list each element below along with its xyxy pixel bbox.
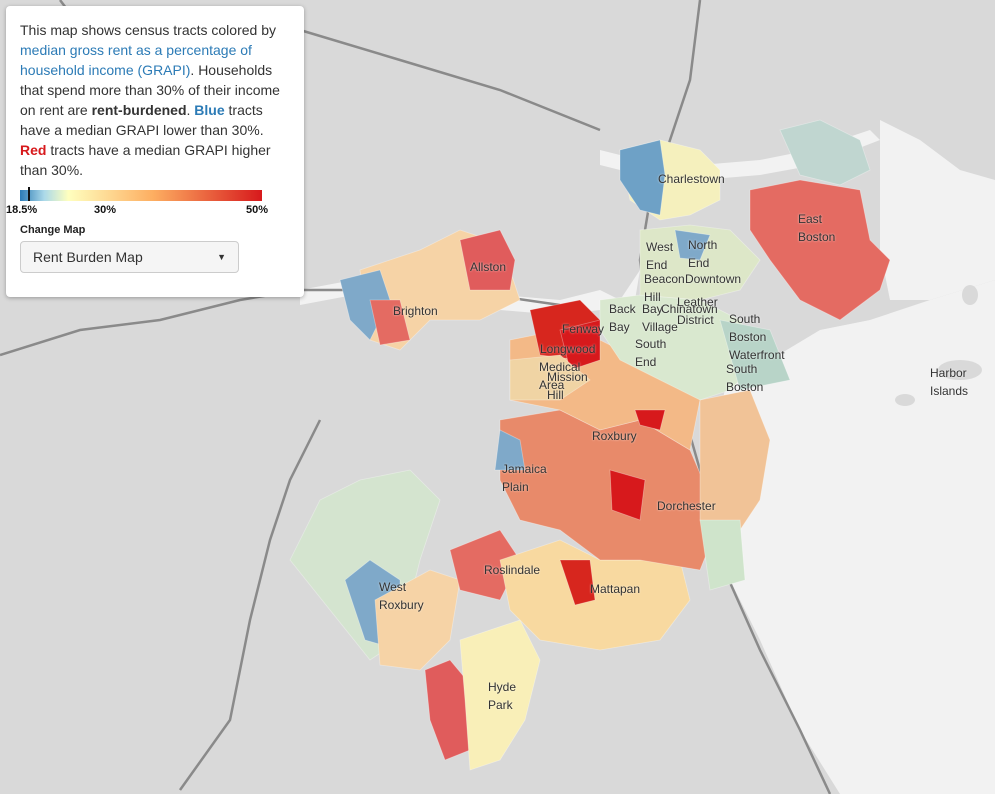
neighborhood-label-back-bay: Back Bay [609, 300, 636, 336]
neighborhood-label-line: Boston [726, 380, 764, 394]
neighborhood-label-line: Back [609, 302, 636, 316]
change-map-label: Change Map [20, 224, 86, 236]
neighborhood-label-line: Leather [677, 295, 718, 309]
neighborhood-label-line: Boston [798, 230, 836, 244]
neighborhood-label-line: West [646, 240, 674, 254]
neighborhood-label-line: Hill [547, 388, 564, 402]
neighborhood-label-longwood: Longwood [540, 340, 595, 358]
info-panel: This map shows census tracts colored by … [6, 6, 304, 297]
neighborhood-label-line: West [379, 580, 407, 594]
neighborhood-label-harbor-islands: Harbor Islands [930, 364, 968, 400]
neighborhood-label-line: Mission [547, 370, 588, 384]
neighborhood-label-south-boston-waterfront: South Boston Waterfront [729, 310, 785, 364]
neighborhood-label-medical-area: Medical Area [539, 358, 580, 394]
legend-marker [28, 187, 30, 201]
neighborhood-label-line: End [646, 258, 668, 272]
neighborhood-label-line: Waterfront [729, 348, 785, 362]
neighborhood-label-line: Medical [539, 360, 581, 374]
description: This map shows census tracts colored by … [20, 22, 280, 178]
neighborhood-label-line: Bay [609, 320, 630, 334]
grapi-link[interactable]: median gross rent as a percentage of hou… [20, 42, 252, 78]
map-select[interactable]: Rent Burden Map ▼ [20, 241, 239, 273]
legend-gradient [20, 190, 262, 201]
blue-term: Blue [194, 102, 225, 118]
neighborhood-label-line: End [635, 355, 657, 369]
neighborhood-label-line: Brighton [393, 304, 438, 318]
neighborhood-label-roxbury: Roxbury [592, 427, 637, 445]
neighborhood-label-mattapan: Mattapan [590, 580, 640, 598]
neighborhood-label-line: Roxbury [592, 429, 637, 443]
neighborhood-label-line: Hill [644, 290, 661, 304]
description-red-sentence: tracts have a median GRAPI higher than 3… [20, 142, 271, 178]
neighborhood-label-fenway: Fenway [562, 320, 604, 338]
neighborhood-label-south-boston: South Boston [726, 360, 763, 396]
description-blue-sentence: tracts have a median GRAPI lower than 30… [20, 102, 264, 138]
neighborhood-label-line: Charlestown [658, 172, 725, 186]
neighborhood-label-line: Allston [470, 260, 507, 274]
neighborhood-label-line: South [729, 312, 761, 326]
neighborhood-label-brighton: Brighton [393, 302, 438, 320]
neighborhood-label-hyde-park: Hyde Park [488, 678, 516, 714]
neighborhood-label-line: Roslindale [484, 563, 541, 577]
neighborhood-label-jamaica-plain: Jamaica Plain [502, 460, 547, 496]
neighborhood-label-north-end: North End [688, 236, 717, 272]
neighborhood-label-line: Dorchester [657, 499, 716, 513]
neighborhood-label-line: Area [539, 378, 565, 392]
neighborhood-label-line: End [688, 256, 710, 270]
neighborhood-label-line: Jamaica [502, 462, 547, 476]
neighborhood-label-line: Boston [729, 330, 767, 344]
neighborhood-label-line: Mattapan [590, 582, 641, 596]
neighborhood-label-east-boston: East Boston [798, 210, 835, 246]
neighborhood-label-west-roxbury: West Roxbury [379, 578, 424, 614]
neighborhood-label-line: East [798, 212, 823, 226]
neighborhood-label-line: South [726, 362, 758, 376]
neighborhood-label-line: Islands [930, 384, 969, 398]
map-select-value: Rent Burden Map [33, 249, 143, 265]
neighborhood-label-line: Hyde [488, 680, 517, 694]
rent-burdened-term: rent-burdened [91, 102, 187, 118]
color-legend: 18.5% 30% 50% [6, 187, 268, 216]
neighborhood-label-charlestown: Charlestown [658, 170, 725, 188]
legend-min-label: 18.5% [6, 204, 38, 216]
neighborhood-label-line: Village [642, 320, 678, 334]
neighborhood-label-line: South [635, 337, 667, 351]
neighborhood-label-west-end: West End [646, 238, 673, 274]
neighborhood-label-south-end: South End [635, 335, 666, 371]
legend-max-label: 50% [246, 204, 269, 216]
neighborhood-label-mission-hill: Mission Hill [547, 368, 588, 404]
neighborhood-label-roslindale: Roslindale [484, 561, 540, 579]
neighborhood-label-line: Park [488, 698, 513, 712]
description-intro: This map shows census tracts colored by [20, 22, 276, 38]
neighborhood-label-line: Beacon [644, 272, 685, 286]
neighborhood-label-leather-district: Leather District [677, 293, 718, 329]
neighborhood-label-bay-village: Bay Village [642, 300, 678, 336]
neighborhood-label-line: District [677, 313, 714, 327]
neighborhood-label-line: Plain [502, 480, 529, 494]
neighborhood-label-line: North [688, 238, 718, 252]
neighborhood-label-line: Harbor [930, 366, 967, 380]
chevron-down-icon: ▼ [217, 252, 226, 262]
neighborhood-label-downtown: Downtown [685, 270, 741, 288]
neighborhood-label-dorchester: Dorchester [657, 497, 716, 515]
red-term: Red [20, 142, 47, 158]
neighborhood-label-line: Longwood [540, 342, 596, 356]
legend-mid-label: 30% [94, 204, 117, 216]
neighborhood-label-line: Downtown [685, 272, 742, 286]
neighborhood-label-chinatown: Chinatown [661, 300, 718, 318]
neighborhood-label-allston: Allston [470, 258, 506, 276]
neighborhood-label-line: Roxbury [379, 598, 424, 612]
neighborhood-label-line: Bay [642, 302, 663, 316]
neighborhood-label-line: Chinatown [661, 302, 718, 316]
description-sentence: . Households that spend more than 30% of… [20, 62, 280, 118]
neighborhood-label-beacon-hill: Beacon Hill [644, 270, 685, 306]
neighborhood-label-line: Fenway [562, 322, 605, 336]
